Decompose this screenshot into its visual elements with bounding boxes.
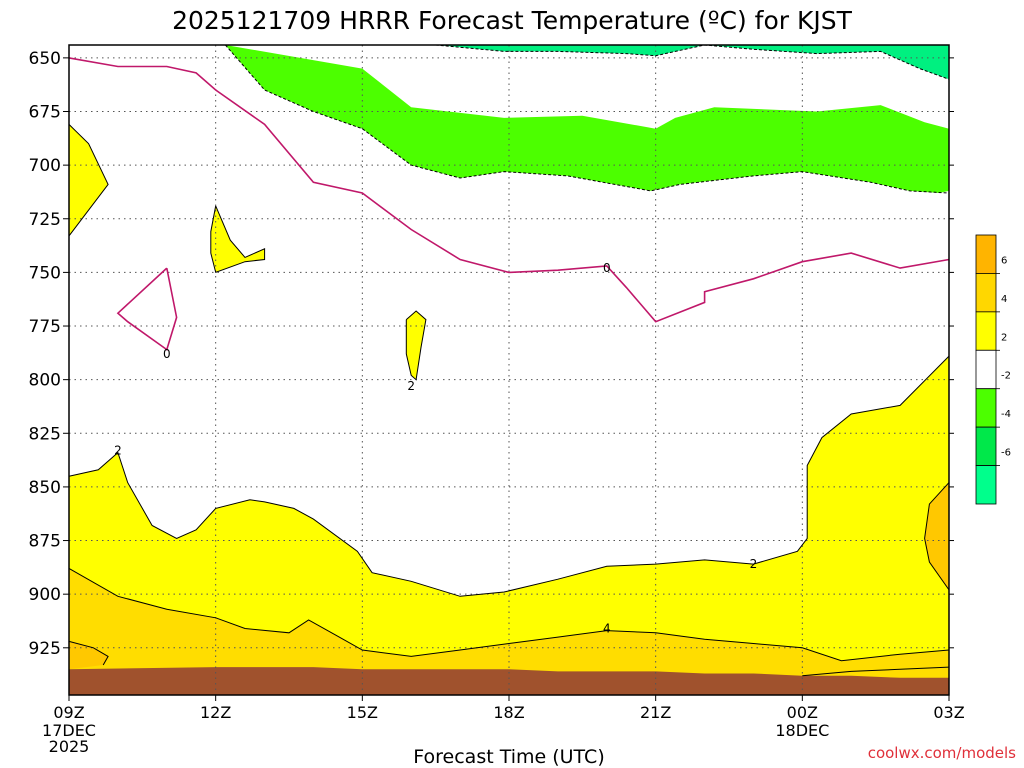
x-tick-label-03Z: 03Z xyxy=(933,703,964,722)
y-tick-label-825: 825 xyxy=(29,424,61,444)
contour-label-1: 0 xyxy=(163,347,171,361)
contour-labels: 0 0 2 2 2 4 xyxy=(114,261,757,635)
y-tick-label-650: 650 xyxy=(29,49,61,69)
contour-plus-two xyxy=(68,355,950,597)
colorbar-label-4: -4 xyxy=(1001,409,1011,420)
y-tick-label-775: 775 xyxy=(29,317,61,337)
warm-pocket-12z xyxy=(210,205,265,273)
x-tick-label-00Z: 00Z xyxy=(787,703,818,722)
y-tick-label-725: 725 xyxy=(29,210,61,230)
warm-pocket-left xyxy=(69,124,109,236)
colorbar-bin-5 xyxy=(975,426,997,466)
teal-cold-region xyxy=(435,45,949,80)
contour-plus-four xyxy=(68,567,950,662)
colorbar-bin-3 xyxy=(975,349,997,390)
colorbar-bin-4 xyxy=(975,388,997,428)
contour-label-5: 4 xyxy=(603,621,611,635)
x-tick-label-12Z: 12Z xyxy=(200,703,231,722)
contour-label-2: 2 xyxy=(407,379,415,393)
contour-plus-six-surface xyxy=(68,640,109,666)
x-tick-label-21Z: 21Z xyxy=(640,703,671,722)
x-date-label-0-1: 2025 xyxy=(49,737,90,756)
credit-text: coolwx.com/models xyxy=(868,744,1016,762)
x-axis-title: Forecast Time (UTC) xyxy=(413,746,604,768)
filled-regions xyxy=(69,45,949,695)
x-tick-label-09Z: 09Z xyxy=(53,703,84,722)
contour-minus-two-upper xyxy=(225,44,950,194)
x-date-label-0-0: 17DEC xyxy=(42,721,96,740)
colorbar-label-5: -6 xyxy=(1001,448,1011,459)
green-cold-region xyxy=(225,45,949,193)
y-tick-label-850: 850 xyxy=(29,478,61,498)
colorbar-legend: 6 4 2 -2 -4 -6 xyxy=(975,234,1011,505)
colorbar-label-2: 2 xyxy=(1001,332,1007,343)
y-tick-label-875: 875 xyxy=(29,532,61,552)
colorbar-label-1: 4 xyxy=(1001,294,1007,305)
grid-lines xyxy=(69,45,949,695)
x-tick-label-18Z: 18Z xyxy=(493,703,524,722)
y-tick-label-750: 750 xyxy=(29,263,61,283)
colorbar-bin-0 xyxy=(975,234,997,274)
gold-warm-region xyxy=(69,568,949,695)
colorbar-label-0: 6 xyxy=(1001,255,1007,266)
freezing-line-zero xyxy=(68,57,950,323)
contour-plus-two-pocket-16z xyxy=(405,310,427,381)
colorbar-label-3: -2 xyxy=(1001,371,1011,382)
y-axis: 650 675 700 725 750 775 800 825 850 875 900 925 xyxy=(29,49,954,659)
main-warm-region xyxy=(69,356,949,695)
contour-label-0: 0 xyxy=(603,261,611,275)
colorbar-bin-2 xyxy=(975,311,997,351)
contour-plus-six-right xyxy=(924,482,950,591)
y-tick-label-700: 700 xyxy=(29,156,61,176)
y-tick-label-800: 800 xyxy=(29,371,61,391)
x-tick-label-15Z: 15Z xyxy=(347,703,378,722)
contour-label-4: 2 xyxy=(750,557,758,571)
contour-plus-two-pocket-left xyxy=(68,124,109,237)
freezing-loop xyxy=(116,267,178,351)
contour-surface-bottom xyxy=(802,666,950,677)
x-date-label-1-0: 18DEC xyxy=(775,721,829,740)
colorbar-bin-6 xyxy=(975,465,997,505)
contour-plus-two-pocket-12z xyxy=(210,205,266,274)
contour-label-3: 2 xyxy=(114,443,122,457)
contour-lines xyxy=(68,44,950,677)
warm-pocket-16z xyxy=(406,311,426,380)
y-tick-label-675: 675 xyxy=(29,103,61,123)
chart-title: 2025121709 HRRR Forecast Temperature (ºC… xyxy=(172,6,853,35)
y-tick-label-925: 925 xyxy=(29,639,61,659)
orange-surface-region xyxy=(69,641,109,670)
y-tick-label-900: 900 xyxy=(29,585,61,605)
colorbar-bin-1 xyxy=(975,273,997,313)
ground-region xyxy=(69,667,949,695)
